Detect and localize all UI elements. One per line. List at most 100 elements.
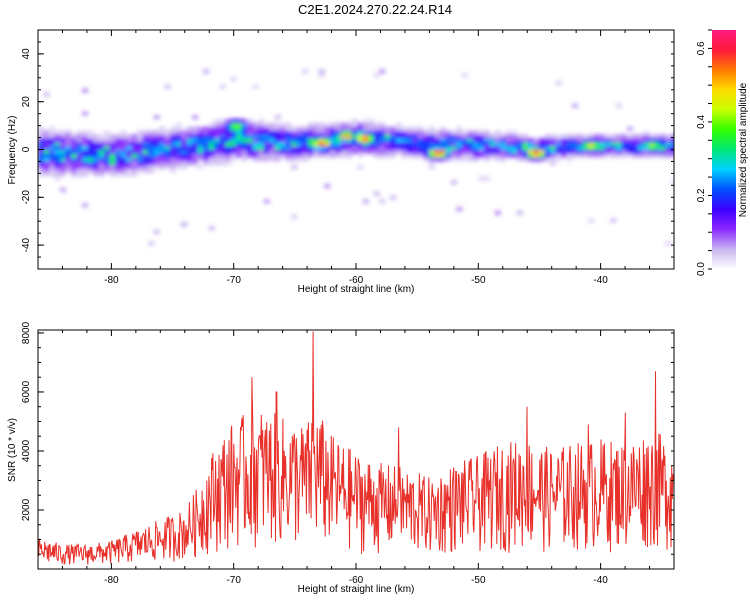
heatmap-cell xyxy=(412,138,419,143)
heatmap-cell xyxy=(351,145,358,151)
heatmap-cell xyxy=(87,168,94,173)
heatmap-cell xyxy=(109,168,116,173)
heatmap-cell xyxy=(291,134,298,139)
heatmap-cell xyxy=(417,134,424,139)
heatmap-cell xyxy=(192,149,199,154)
heatmap-cell xyxy=(500,138,507,143)
heatmap-cell xyxy=(38,134,45,139)
heatmap-cell xyxy=(571,141,578,147)
heatmap-cell xyxy=(335,134,342,139)
heatmap-cell xyxy=(82,88,89,93)
heatmap-cell xyxy=(659,149,666,154)
heatmap-cell xyxy=(186,161,193,166)
heatmap-cell xyxy=(252,126,259,131)
heatmap-cell xyxy=(406,145,413,151)
heatmap-cell xyxy=(384,145,391,151)
heatmap-cell xyxy=(665,138,672,143)
heatmap-cell xyxy=(153,161,160,166)
heatmap-cell xyxy=(566,134,573,139)
heatmap-cell xyxy=(82,111,89,116)
heatmap-cell xyxy=(43,161,50,166)
heatmap-cell xyxy=(362,149,369,154)
heatmap-cell xyxy=(49,172,56,177)
heatmap-cell xyxy=(170,130,177,135)
heatmap-cell xyxy=(148,141,155,147)
heatmap-cell xyxy=(307,126,314,131)
heatmap-cell xyxy=(401,130,408,135)
heatmap-cell xyxy=(456,130,463,135)
heatmap-cell xyxy=(269,130,276,135)
heatmap-cell xyxy=(269,138,276,143)
heatmap-cell xyxy=(500,141,507,147)
heatmap-cell xyxy=(269,126,276,131)
heatmap-cell xyxy=(478,134,485,139)
heatmap-cell xyxy=(318,145,325,151)
heatmap-cell xyxy=(406,134,413,139)
heatmap-cell xyxy=(82,145,89,151)
heatmap-cell xyxy=(318,149,325,154)
heatmap-cell xyxy=(373,191,380,196)
colorbar-tick-label: 0.0 xyxy=(696,262,707,276)
heatmap-cell xyxy=(120,149,127,154)
heatmap-cell xyxy=(483,157,490,162)
heatmap-cell xyxy=(263,138,270,143)
heatmap-cell xyxy=(456,145,463,151)
heatmap-cell xyxy=(505,141,512,147)
heatmap-cell xyxy=(373,141,380,147)
heatmap-cell xyxy=(285,130,292,135)
heatmap-cell xyxy=(296,157,303,162)
heatmap-cell xyxy=(610,153,617,158)
heatmap-cell xyxy=(203,69,210,74)
heatmap-cell xyxy=(384,138,391,143)
heatmap-cell xyxy=(285,141,292,147)
heatmap-cell xyxy=(236,126,243,131)
heatmap-cell xyxy=(247,145,254,151)
heatmap-cell xyxy=(263,122,270,128)
heatmap-cell xyxy=(533,145,540,151)
heatmap-cell xyxy=(291,164,298,170)
heatmap-cell xyxy=(252,122,259,128)
heatmap-cell xyxy=(137,130,144,135)
heatmap-cell xyxy=(533,149,540,154)
heatmap-cell xyxy=(65,134,72,139)
heatmap-cell xyxy=(362,122,369,128)
heatmap-cell xyxy=(208,145,215,151)
heatmap-cell xyxy=(153,138,160,143)
heatmap-cell xyxy=(379,134,386,139)
heatmap-cell xyxy=(632,141,639,147)
heatmap-cell xyxy=(43,92,50,97)
heatmap-cell xyxy=(643,141,650,147)
heatmap-cell xyxy=(368,145,375,151)
heatmap-cell xyxy=(181,138,188,143)
heatmap-cell xyxy=(335,130,342,135)
heatmap-cell xyxy=(351,134,358,139)
heatmap-cell xyxy=(340,126,347,131)
heatmap-cell xyxy=(203,126,210,131)
heatmap-cell xyxy=(423,157,430,162)
x-tick-label: -60 xyxy=(349,575,364,586)
heatmap-cell xyxy=(120,130,127,135)
heatmap-cell xyxy=(351,149,358,154)
heatmap-cell xyxy=(417,126,424,131)
heatmap-cell xyxy=(549,145,556,151)
heatmap-cell xyxy=(214,122,221,128)
heatmap-cell xyxy=(252,149,259,154)
heatmap-cell xyxy=(274,130,281,135)
heatmap-cell xyxy=(159,145,166,151)
x-tick-label: -60 xyxy=(349,275,364,286)
heatmap-cell xyxy=(346,138,353,143)
heatmap-cell xyxy=(225,141,232,147)
heatmap-cell xyxy=(153,145,160,151)
heatmap-cell xyxy=(71,141,78,147)
heatmap-cell xyxy=(219,138,226,143)
heatmap-cell xyxy=(302,138,309,143)
heatmap-cell xyxy=(467,157,474,162)
heatmap-cell xyxy=(137,164,144,170)
heatmap-cell xyxy=(362,134,369,139)
heatmap-cell xyxy=(610,218,617,223)
heatmap-cell xyxy=(318,130,325,135)
heatmap-cell xyxy=(170,141,177,147)
heatmap-cell xyxy=(203,130,210,135)
heatmap-cell xyxy=(280,130,287,135)
heatmap-cell xyxy=(368,122,375,128)
